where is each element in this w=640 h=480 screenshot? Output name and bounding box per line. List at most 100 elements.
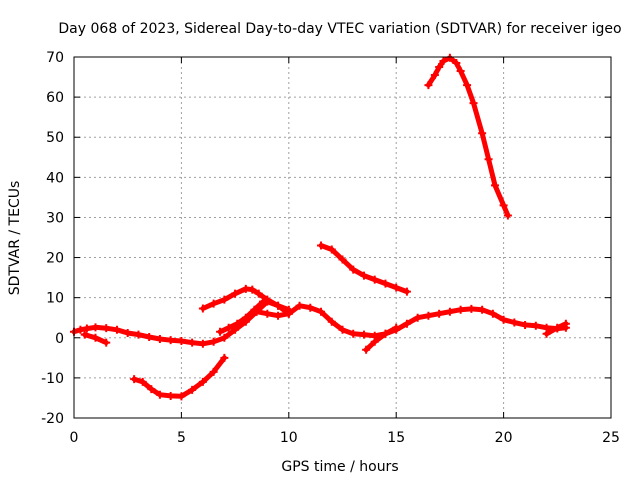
data-point	[484, 155, 493, 164]
series-arc-6	[252, 301, 570, 340]
data-point	[478, 129, 487, 138]
data-point	[188, 385, 197, 394]
data-point	[220, 353, 229, 362]
data-point	[424, 81, 433, 90]
data-point	[327, 245, 336, 254]
data-point	[259, 297, 268, 306]
series-arc-10	[424, 53, 512, 220]
x-tick-label: 25	[602, 430, 620, 446]
x-tick-label: 20	[495, 430, 513, 446]
data-point	[435, 63, 444, 72]
data-point	[80, 330, 89, 339]
data-point	[231, 289, 240, 298]
axis-ticks	[73, 56, 612, 419]
series-arc-7	[317, 241, 411, 296]
data-point	[402, 287, 411, 296]
data-point	[102, 324, 111, 333]
data-point	[413, 313, 422, 322]
data-point	[469, 99, 478, 108]
y-tick-label: 50	[46, 130, 64, 146]
data-point	[499, 315, 508, 324]
data-point	[381, 329, 390, 338]
data-point	[531, 321, 540, 330]
data-point	[198, 304, 207, 313]
data-point	[82, 324, 91, 333]
data-point	[224, 323, 233, 332]
data-point	[317, 241, 326, 250]
data-point	[155, 334, 164, 343]
data-point	[463, 81, 472, 90]
series-trace	[363, 325, 399, 353]
x-tick-label: 0	[70, 430, 79, 446]
data-point	[359, 330, 368, 339]
data-point	[134, 330, 143, 339]
data-point	[317, 307, 326, 316]
tick-labels: 0 5 10 15 20 25 -20 -10 0 10 20 30 40 50 60 70	[41, 50, 620, 446]
data-point	[130, 375, 139, 384]
data-point	[402, 319, 411, 328]
data-point	[362, 345, 371, 354]
data-point	[510, 318, 519, 327]
data-point	[295, 301, 304, 310]
series-trace	[71, 299, 292, 347]
y-tick-label: 0	[55, 331, 64, 347]
y-tick-label: 20	[46, 251, 64, 267]
data-point	[177, 392, 186, 401]
series-arc-4	[198, 284, 293, 318]
data-point	[478, 305, 487, 314]
series-arc-8	[362, 323, 401, 354]
data-point	[327, 317, 336, 326]
data-point	[349, 265, 358, 274]
data-point	[284, 309, 293, 318]
series-arc-2	[80, 330, 111, 347]
y-axis-label: SDTVAR / TECUs	[7, 181, 23, 296]
data-point	[499, 201, 508, 210]
data-point	[216, 327, 225, 336]
data-point	[338, 255, 347, 264]
data-point	[102, 338, 111, 347]
data-point	[521, 320, 530, 329]
plot-frame	[73, 56, 612, 419]
data-point	[209, 299, 218, 308]
data-point	[349, 329, 358, 338]
data-point	[233, 319, 242, 328]
series-trace	[425, 55, 511, 218]
x-tick-label: 15	[387, 430, 405, 446]
x-tick-label: 5	[177, 430, 186, 446]
data-point	[138, 377, 147, 386]
data-point	[76, 325, 85, 334]
data-points	[70, 53, 570, 401]
data-point	[435, 309, 444, 318]
chart-title: Day 068 of 2023, Sidereal Day-to-day VTE…	[58, 21, 621, 37]
series-trace	[131, 355, 227, 399]
data-point	[177, 336, 186, 345]
data-point	[274, 301, 283, 310]
data-point	[338, 325, 347, 334]
data-point	[491, 181, 500, 190]
data-point	[220, 295, 229, 304]
y-tick-label: 40	[46, 170, 64, 186]
data-point	[430, 71, 439, 80]
data-point	[248, 285, 257, 294]
data-point	[198, 339, 207, 348]
data-point	[263, 295, 272, 304]
data-point	[381, 279, 390, 288]
data-point	[145, 332, 154, 341]
data-point	[359, 271, 368, 280]
data-point	[553, 323, 562, 332]
data-point	[220, 333, 229, 342]
data-point	[274, 311, 283, 320]
series-arc-9	[542, 319, 570, 338]
data-point	[123, 328, 132, 337]
data-point	[263, 309, 272, 318]
data-point	[503, 211, 512, 220]
y-tick-label: 60	[46, 90, 64, 106]
data-point	[456, 67, 465, 76]
data-point	[392, 283, 401, 292]
x-tick-label: 10	[280, 430, 298, 446]
data-point	[445, 53, 454, 62]
data-point	[91, 323, 100, 332]
y-tick-label: -10	[41, 371, 64, 387]
data-point	[445, 307, 454, 316]
